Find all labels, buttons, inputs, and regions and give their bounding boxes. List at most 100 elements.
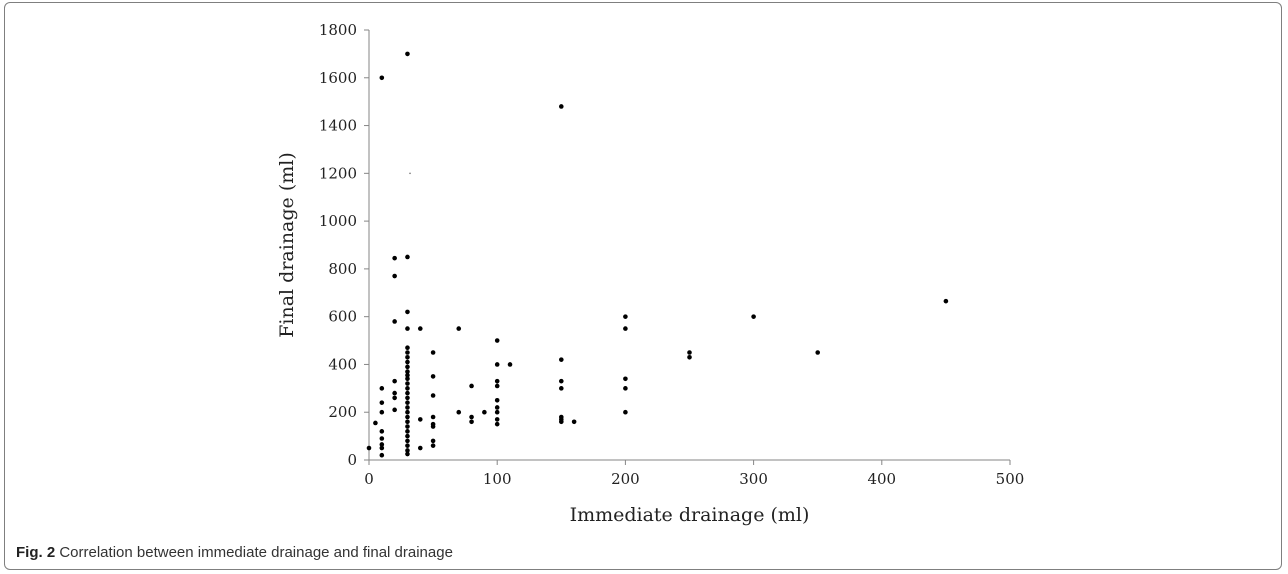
- data-point: [392, 395, 397, 401]
- data-point: [405, 429, 410, 434]
- data-point: [494, 409, 500, 415]
- y-tick-label: 200: [328, 403, 357, 421]
- data-point: [494, 338, 500, 343]
- data-point: [430, 374, 436, 379]
- data-point: [430, 350, 436, 355]
- data-points: [366, 51, 949, 458]
- data-point: [559, 357, 564, 362]
- data-point: [430, 443, 436, 448]
- data-point: [405, 364, 410, 370]
- y-tick-label: 1000: [319, 212, 357, 230]
- data-point: [623, 386, 628, 391]
- x-tick-label: 200: [611, 470, 640, 488]
- data-point: [494, 405, 500, 410]
- data-point: [405, 369, 410, 374]
- caption-text: Correlation between immediate drainage a…: [59, 544, 453, 561]
- data-point: [405, 414, 410, 420]
- x-tick-label: 300: [739, 470, 768, 488]
- data-point: [623, 326, 628, 331]
- data-point: [379, 75, 385, 81]
- data-point: [379, 386, 385, 391]
- data-point: [392, 319, 397, 324]
- data-point: [482, 409, 487, 415]
- data-point: [405, 354, 410, 360]
- data-point: [405, 386, 410, 391]
- data-point: [373, 420, 378, 426]
- data-point: [469, 414, 474, 420]
- y-tick-label: 1800: [319, 21, 357, 39]
- x-tick-label: 400: [867, 470, 896, 488]
- data-point: [405, 326, 410, 331]
- data-point: [430, 393, 436, 398]
- axes: 0 200 400 600 800 1000 1200 1400 1600 1800 0 100 200…: [319, 21, 1025, 488]
- data-point: [623, 314, 628, 319]
- data-point: [405, 345, 410, 351]
- x-tick-label: 0: [364, 470, 374, 488]
- data-point: [417, 417, 423, 422]
- data-point: [379, 400, 385, 405]
- data-point: [405, 381, 410, 386]
- data-point: [456, 409, 462, 415]
- data-point: [469, 419, 474, 425]
- data-point: [392, 378, 397, 384]
- data-point: [405, 254, 410, 260]
- data-point: [687, 350, 692, 355]
- data-point: [417, 326, 423, 331]
- data-point: [494, 397, 500, 403]
- data-point: [405, 350, 410, 355]
- data-point: [494, 383, 500, 389]
- data-point: [430, 414, 436, 420]
- data-point: [366, 445, 372, 451]
- data-point: [405, 438, 410, 444]
- y-tick-label: 1400: [319, 117, 357, 135]
- data-point: [623, 376, 628, 382]
- data-point: [571, 419, 577, 425]
- data-point: [430, 438, 436, 444]
- data-point: [687, 354, 692, 360]
- data-point: [417, 445, 423, 451]
- y-tick-label: 400: [328, 355, 357, 373]
- figure-frame: [4, 2, 1282, 570]
- data-point: [405, 51, 410, 57]
- data-point: [623, 409, 628, 415]
- data-point: [405, 390, 410, 396]
- figure-caption: Fig. 2 Correlation between immediate dra…: [16, 544, 453, 561]
- data-point: [430, 424, 436, 429]
- data-point-faint: [409, 172, 411, 175]
- data-point: [815, 350, 820, 355]
- data-point: [392, 407, 397, 413]
- y-tick-label: 800: [328, 260, 357, 278]
- data-point: [405, 395, 410, 401]
- y-tick-label: 1200: [319, 164, 357, 182]
- y-tick-label: 1600: [319, 69, 357, 87]
- y-axis-label: Final drainage (ml): [276, 152, 298, 338]
- data-point: [379, 442, 385, 447]
- figure-label: Fig. 2: [16, 544, 56, 561]
- y-tick-label: 0: [347, 451, 357, 469]
- data-point: [559, 104, 564, 109]
- x-tick-label: 100: [483, 470, 512, 488]
- data-point: [559, 386, 564, 391]
- data-point: [494, 421, 500, 427]
- data-point: [405, 433, 410, 439]
- data-point: [405, 309, 410, 315]
- data-point: [405, 372, 410, 378]
- data-point: [456, 326, 462, 331]
- data-point: [494, 362, 500, 367]
- data-point: [405, 443, 410, 448]
- data-point: [392, 255, 397, 261]
- data-point: [379, 436, 385, 441]
- data-point: [379, 445, 385, 451]
- data-point: [405, 400, 410, 405]
- data-point: [405, 451, 410, 457]
- data-point: [405, 419, 410, 425]
- data-point: [559, 419, 564, 425]
- data-point: [392, 273, 397, 279]
- data-point: [751, 314, 756, 319]
- data-point: [405, 405, 410, 410]
- data-point: [405, 376, 410, 382]
- x-tick-label: 500: [996, 470, 1025, 488]
- data-point: [405, 424, 410, 429]
- data-point: [494, 417, 500, 422]
